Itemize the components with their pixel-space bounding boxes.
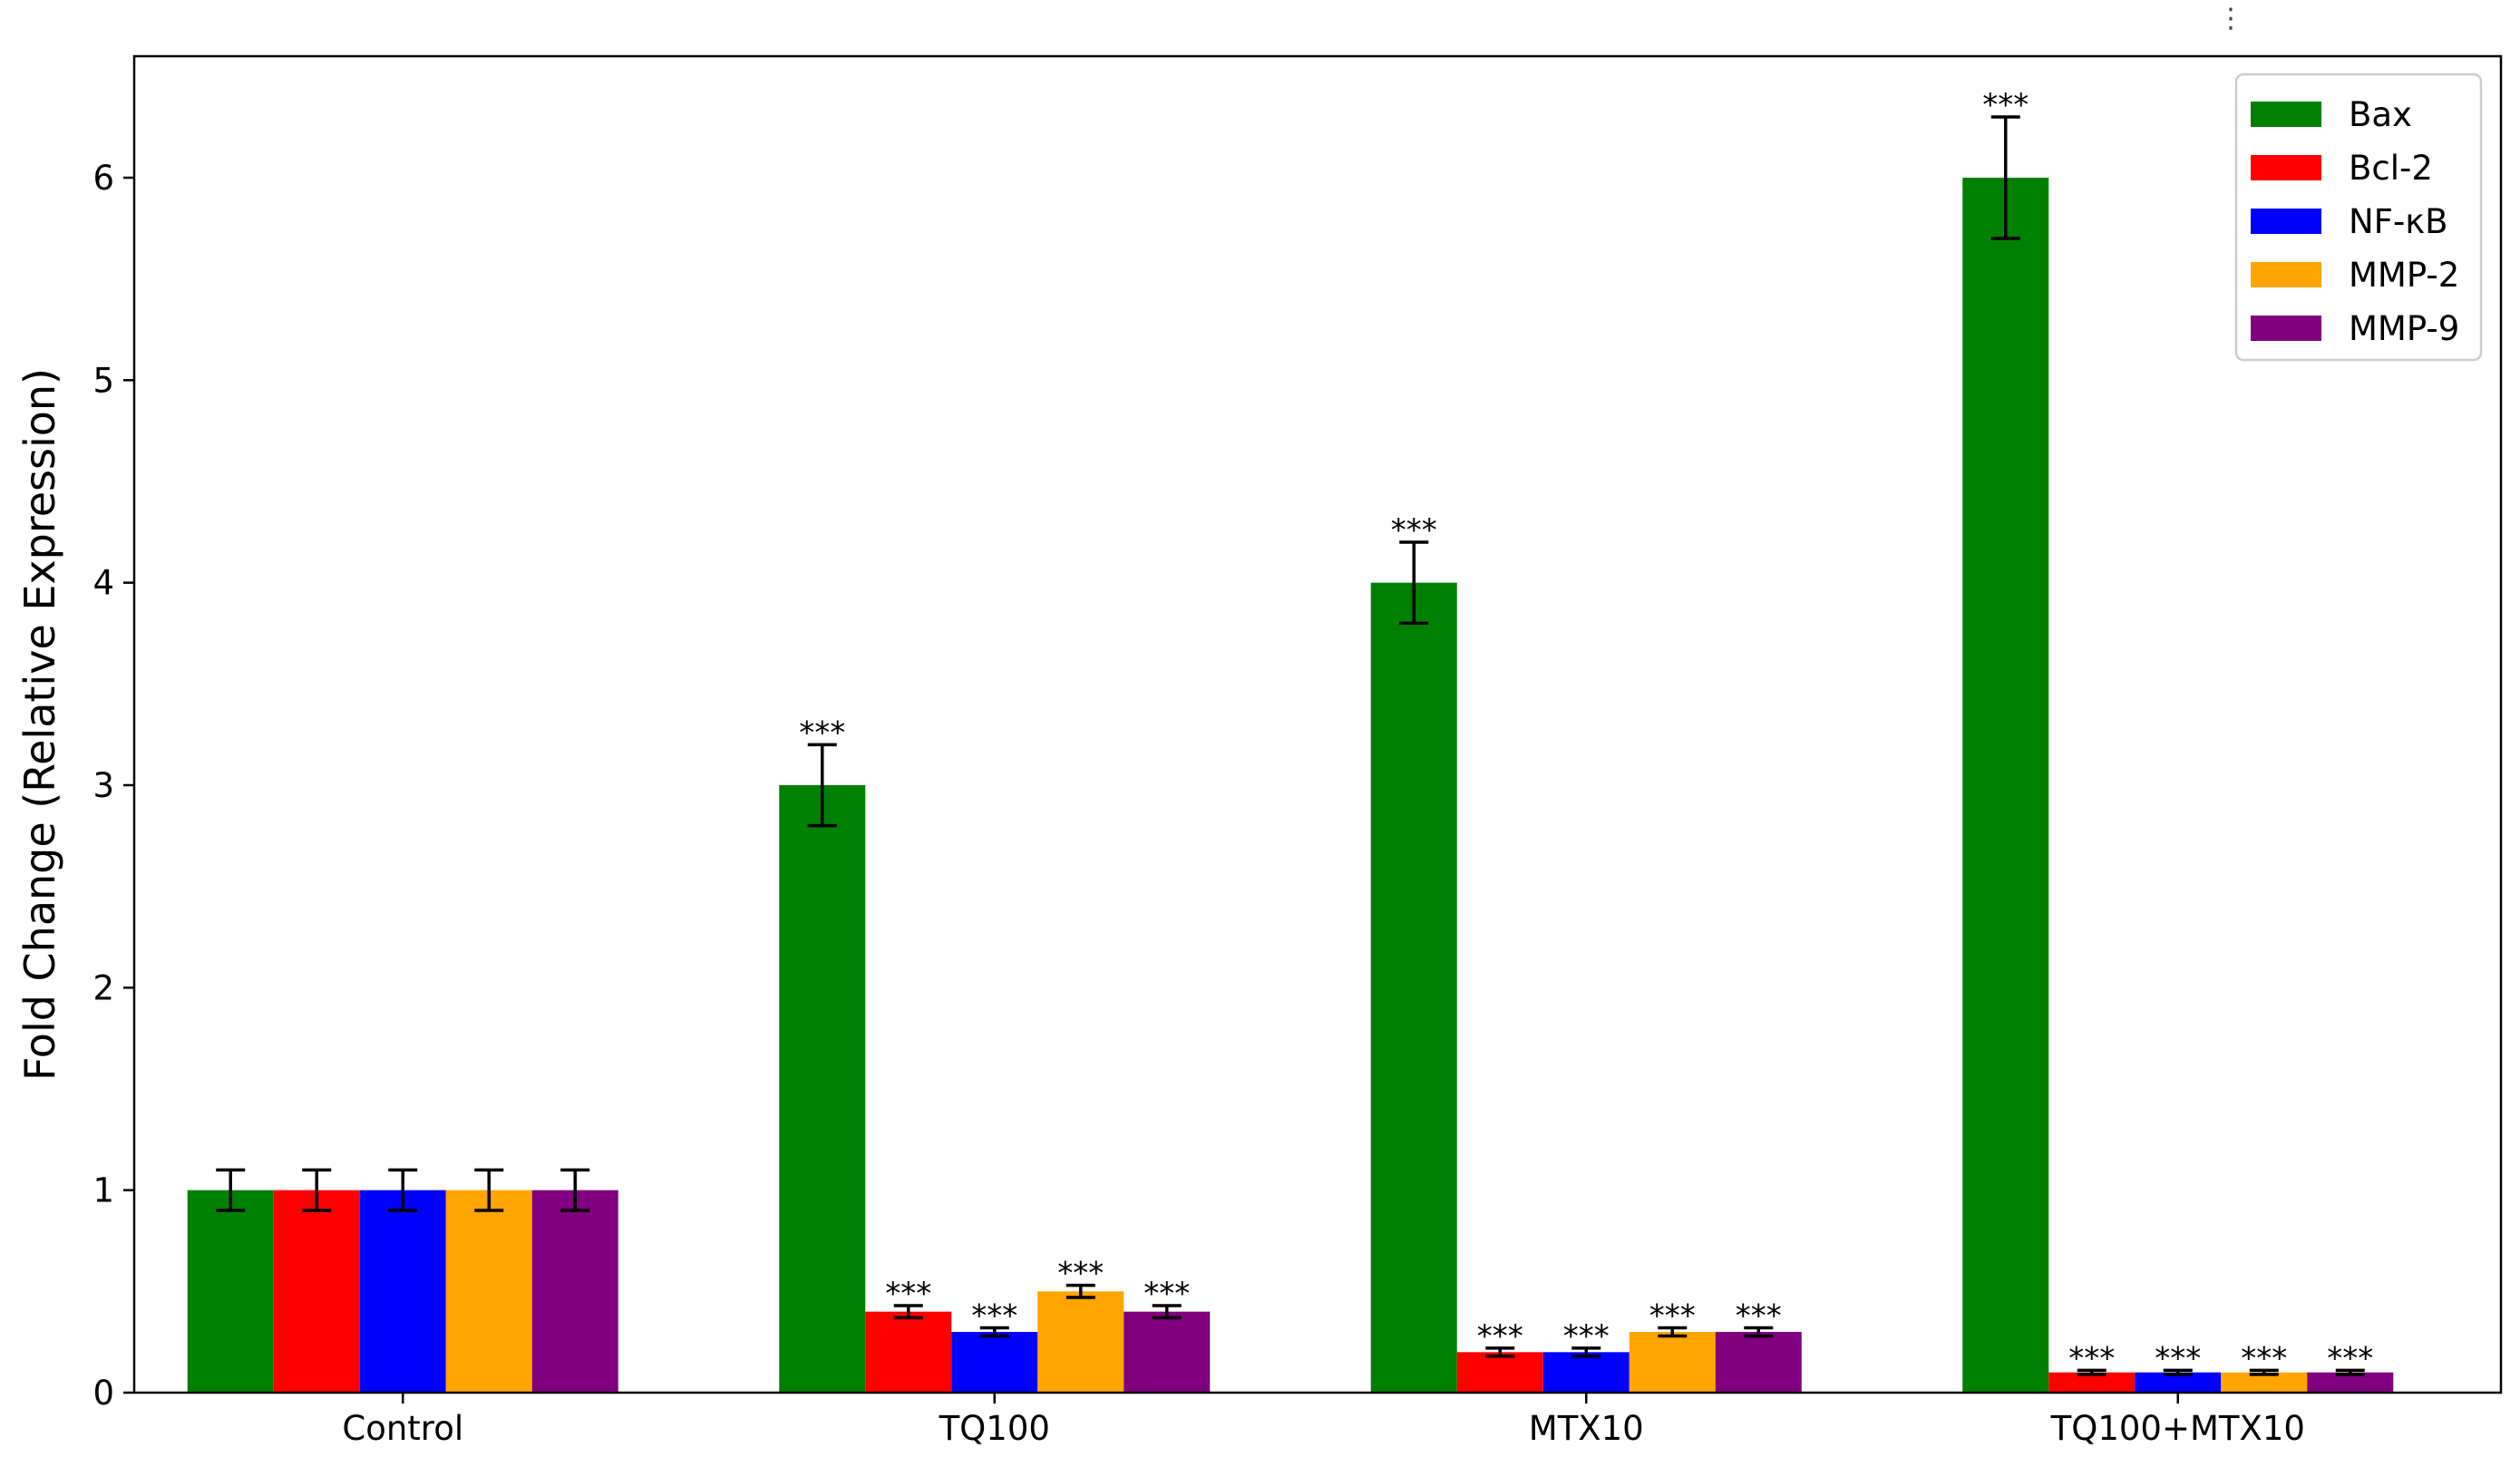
legend-frame: [2234, 73, 2483, 362]
axes-frame: [132, 54, 2503, 1394]
bar-MMP-9-TQ100: [1124, 1311, 1211, 1393]
bar-MMP-9-TQ100+MTX10: [2307, 1372, 2394, 1393]
legend-label-MMP-2: MMP-2: [2349, 256, 2459, 295]
bar-NF-κB-MTX10: [1542, 1352, 1630, 1393]
legend-swatch-MMP-9: [2251, 316, 2321, 341]
bar-MMP-9-Control: [531, 1190, 618, 1393]
significance-label: ***: [2241, 1340, 2287, 1376]
y-tick-label: 4: [92, 564, 114, 603]
y-axis-label: Fold Change (Relative Expression): [15, 368, 64, 1081]
x-tick-label: Control: [342, 1409, 463, 1448]
significance-label: ***: [885, 1276, 931, 1312]
significance-label: ***: [1143, 1276, 1190, 1312]
significance-label: ***: [1982, 87, 2029, 123]
bar-Bax-Control: [187, 1190, 274, 1393]
significance-label: ***: [1391, 512, 1437, 549]
bar-Bcl-2-MTX10: [1456, 1352, 1543, 1393]
legend-swatch-Bcl-2: [2251, 155, 2321, 180]
bar-Bcl-2-TQ100+MTX10: [2048, 1372, 2136, 1393]
bar-Bcl-2-Control: [273, 1190, 360, 1393]
more-options-icon[interactable]: ⋮: [2217, 3, 2244, 34]
significance-label: ***: [1057, 1256, 1104, 1292]
legend-label-Bax: Bax: [2349, 95, 2412, 134]
bar-MMP-9-MTX10: [1715, 1332, 1802, 1393]
x-tick-label: MTX10: [1529, 1409, 1644, 1448]
bar-Bax-MTX10: [1370, 582, 1457, 1393]
y-tick-label: 6: [92, 159, 114, 198]
bar-MMP-2-MTX10: [1629, 1332, 1716, 1393]
y-tick-label: 5: [92, 361, 114, 400]
bar-NF-κB-Control: [359, 1190, 446, 1393]
legend-label-NF-κB: NF-κB: [2349, 202, 2448, 241]
legend-label-MMP-9: MMP-9: [2349, 309, 2459, 348]
legend: Bax Bcl-2 NF-κB MMP-2 MMP-9: [2234, 73, 2483, 362]
y-tick-label: 1: [92, 1171, 114, 1210]
x-tick-label: TQ100: [939, 1409, 1050, 1448]
plot-area: Control *** *** *** *** *** TQ100 *** *** *** *** *…: [92, 54, 2503, 1448]
bar-Bax-TQ100: [779, 785, 866, 1393]
significance-label: ***: [1649, 1298, 1696, 1335]
legend-swatch-NF-κB: [2251, 209, 2321, 234]
significance-label: ***: [2068, 1340, 2115, 1376]
bar-NF-κB-TQ100: [951, 1332, 1038, 1393]
bar-NF-κB-TQ100+MTX10: [2135, 1372, 2222, 1393]
significance-label: ***: [1477, 1318, 1523, 1355]
y-tick-label: 3: [92, 766, 114, 805]
significance-label: ***: [2155, 1340, 2201, 1376]
significance-label: ***: [2327, 1340, 2373, 1376]
legend-swatch-Bax: [2251, 102, 2321, 127]
legend-swatch-MMP-2: [2251, 262, 2321, 287]
bar-MMP-2-Control: [445, 1190, 532, 1393]
significance-label: ***: [971, 1298, 1017, 1335]
significance-label: ***: [799, 714, 845, 751]
bar-MMP-2-TQ100: [1037, 1291, 1124, 1393]
significance-label: ***: [1736, 1298, 1782, 1335]
x-tick-label: TQ100+MTX10: [2050, 1409, 2305, 1448]
bar-Bax-TQ100+MTX10: [1962, 178, 2049, 1393]
significance-label: ***: [1563, 1318, 1610, 1355]
y-tick-label: 0: [92, 1374, 114, 1413]
bar-MMP-2-TQ100+MTX10: [2221, 1372, 2308, 1393]
bar-Bcl-2-TQ100: [865, 1311, 952, 1393]
legend-label-Bcl-2: Bcl-2: [2349, 149, 2433, 188]
y-tick-label: 2: [92, 968, 114, 1007]
